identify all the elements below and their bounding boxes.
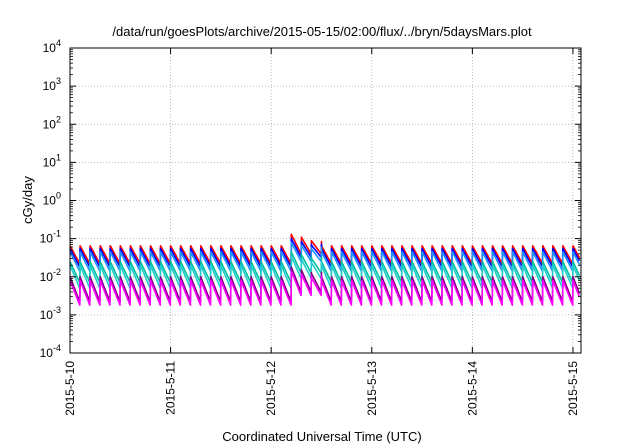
x-tick-label: 2015-5-12 bbox=[264, 361, 278, 416]
grid bbox=[70, 48, 581, 353]
x-tick-label: 2015-5-10 bbox=[63, 361, 77, 416]
y-tick-label: 102 bbox=[43, 114, 61, 131]
y-tick-label: 10-4 bbox=[40, 343, 61, 360]
x-tick-label: 2015-5-11 bbox=[164, 361, 178, 415]
series-line bbox=[69, 255, 581, 290]
y-tick-label: 10-1 bbox=[40, 229, 61, 246]
y-tick-label: 100 bbox=[43, 191, 61, 208]
y-tick-label: 104 bbox=[43, 38, 61, 55]
x-tick-label: 2015-5-14 bbox=[465, 361, 479, 416]
y-tick-label: 103 bbox=[43, 76, 61, 93]
x-tick-label: 2015-5-13 bbox=[365, 361, 379, 416]
x-tick-label: 2015-5-15 bbox=[566, 361, 580, 416]
y-tick-label: 10-3 bbox=[40, 305, 61, 322]
series-line bbox=[69, 270, 581, 306]
y-tick-label: 101 bbox=[43, 152, 61, 169]
series-layer bbox=[69, 233, 581, 306]
chart-title: /data/run/goesPlots/archive/2015-05-15/0… bbox=[112, 24, 532, 39]
y-axis-label: cGy/day bbox=[20, 176, 35, 224]
y-axis: 104 103 102 101 100 10-1 10-2 10-3 10-4 bbox=[40, 38, 581, 360]
y-tick-label: 10-2 bbox=[40, 267, 61, 284]
x-axis-label: Coordinated Universal Time (UTC) bbox=[222, 429, 421, 444]
x-axis: 2015-5-10 2015-5-11 2015-5-12 2015-5-13 2015… bbox=[63, 48, 580, 416]
series-line bbox=[69, 241, 581, 273]
